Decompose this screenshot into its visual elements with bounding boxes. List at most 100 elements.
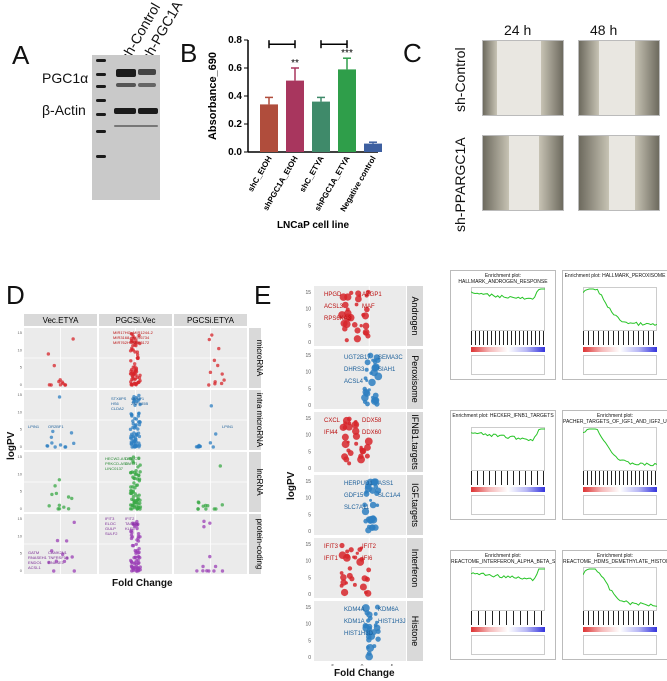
volcano-point xyxy=(133,350,137,354)
volcano-point xyxy=(70,496,74,501)
volcano-point xyxy=(374,401,380,407)
volcano-point xyxy=(375,620,379,625)
volcano-point xyxy=(137,555,141,559)
volcano-point xyxy=(372,363,380,372)
facet-panel xyxy=(314,349,406,409)
volcano-point xyxy=(134,542,138,546)
microscopy-knockdown-48h xyxy=(578,135,660,211)
volcano-point xyxy=(366,644,375,652)
y-tick-label: 5 xyxy=(20,365,23,370)
volcano-point xyxy=(208,441,213,445)
panel-label-e: E xyxy=(254,280,272,310)
volcano-point xyxy=(57,379,61,384)
y-tick-label: 0.8 xyxy=(228,35,242,46)
volcano-point xyxy=(201,569,205,573)
volcano-point xyxy=(138,463,142,467)
y-tick-label: 0 xyxy=(20,382,23,387)
facet-row-strip xyxy=(249,514,261,574)
volcano-point xyxy=(216,363,220,368)
volcano-point xyxy=(347,461,352,466)
volcano-point xyxy=(71,337,75,341)
gene-label: IFIT2 xyxy=(125,516,135,521)
volcano-point xyxy=(343,421,348,426)
volcano-point xyxy=(138,402,142,407)
volcano-point xyxy=(338,551,347,559)
volcano-point xyxy=(70,555,74,559)
y-tick-label: 10 xyxy=(305,496,311,502)
gene-label: GDF15 xyxy=(344,493,364,499)
volcano-point xyxy=(344,581,348,585)
volcano-point xyxy=(211,445,215,449)
volcano-point xyxy=(365,481,369,485)
volcano-point xyxy=(134,338,138,342)
facet-row-strip xyxy=(249,452,261,512)
volcano-point xyxy=(354,302,359,307)
volcano-point xyxy=(136,496,141,501)
y-tick-label: 5 xyxy=(308,386,311,392)
y-tick-label: 15 xyxy=(305,416,311,422)
gene-label: IFI6 xyxy=(362,556,373,562)
volcano-point xyxy=(135,341,139,345)
gene-label: ASS1 xyxy=(378,481,394,487)
y-tick-label: 0.4 xyxy=(228,91,242,102)
volcano-point xyxy=(362,386,367,392)
volcano-point xyxy=(66,507,71,511)
volcano-point xyxy=(339,571,344,575)
gene-label: IFIT3 xyxy=(105,516,115,521)
gene-label: KDM4A xyxy=(344,607,365,613)
volcano-point xyxy=(137,411,141,415)
volcano-point xyxy=(349,290,354,296)
volcano-point xyxy=(128,456,133,461)
gene-label: ELOC xyxy=(105,521,116,526)
gene-label: ACSL1 xyxy=(28,565,41,570)
volcano-point xyxy=(132,481,136,485)
volcano-point xyxy=(131,343,135,348)
volcano-point xyxy=(131,422,135,426)
y-tick-label: 0 xyxy=(20,444,23,449)
volcano-point xyxy=(136,420,141,424)
volcano-point xyxy=(131,455,136,459)
enrichment-curve xyxy=(583,428,657,467)
gene-label: IFIT3 xyxy=(324,544,339,550)
volcano-point xyxy=(355,551,359,555)
panel-label-a: A xyxy=(12,40,30,70)
volcano-point xyxy=(374,604,381,610)
volcano-point xyxy=(352,555,356,559)
volcano-point xyxy=(196,507,200,511)
y-tick-label: 15 xyxy=(305,479,311,485)
y-tick-label: 15 xyxy=(305,542,311,548)
volcano-point xyxy=(137,393,141,398)
gsea-plot-androgen: Enrichment plot: HALLMARK_ANDROGEN_RESPO… xyxy=(450,270,556,380)
y-tick-label: 15 xyxy=(305,353,311,359)
facet-row-strip xyxy=(407,538,423,598)
volcano-point xyxy=(345,423,353,431)
volcano-point xyxy=(366,478,375,486)
gene-label: MIR17HG xyxy=(113,330,131,335)
gene-label: GATM xyxy=(28,550,39,555)
facet-row-label: lncRNA xyxy=(255,468,264,496)
volcano-point xyxy=(135,507,140,511)
volcano-point xyxy=(373,612,378,616)
gene-label: IFIT1 xyxy=(324,556,339,562)
volcano-point xyxy=(222,378,226,382)
volcano-point xyxy=(132,476,136,481)
gene-label: LINC0137 xyxy=(105,466,124,471)
volcano-point xyxy=(54,491,59,496)
volcano-point xyxy=(339,293,348,301)
volcano-point xyxy=(137,376,142,380)
gsea-plot-peroxisome: Enrichment plot: HALLMARK_PEROXISOME xyxy=(562,270,667,380)
western-blot-image xyxy=(92,55,160,200)
volcano-point xyxy=(364,453,370,459)
gene-label: TNFRSF19 xyxy=(48,555,69,560)
volcano-point xyxy=(131,425,135,430)
gsea-plot-igf: Enrichment plot: PACHER_TARGETS_OF_IGF1_… xyxy=(562,410,667,520)
volcano-point xyxy=(342,301,349,309)
y-tick-label: 15 xyxy=(18,330,23,335)
volcano-point xyxy=(133,436,138,440)
volcano-point xyxy=(129,529,133,534)
volcano-point xyxy=(207,569,211,573)
volcano-point xyxy=(130,503,134,508)
gene-label: KDM1A xyxy=(344,619,365,625)
volcano-point xyxy=(138,470,142,474)
facet-column-label: PGCSi.ETYA xyxy=(187,316,235,325)
